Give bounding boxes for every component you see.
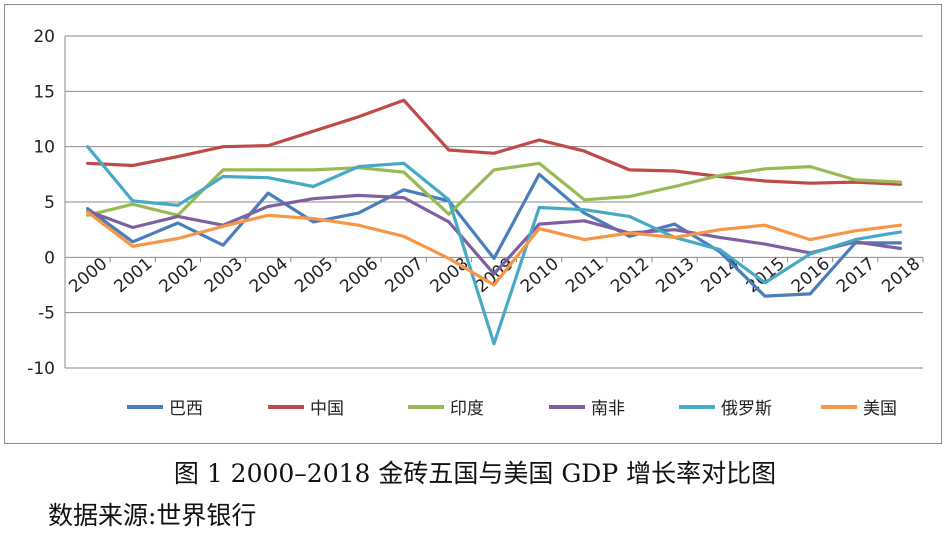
x-tick-label: 2011 [562,254,608,297]
y-tick-label: 5 [44,193,55,213]
x-tick-label: 2003 [201,254,247,297]
y-tick-label: -10 [27,359,55,379]
y-tick-label: 0 [44,248,55,268]
legend-label: 南非 [591,399,625,419]
chart-frame: -10 -5 0 5 10 15 20 2000 2001 2002 2003 2004 2005 20… [4,4,942,444]
x-axis-ticks: 2000 2001 2002 2003 2004 2005 2006 2007 2008 2009… [65,254,924,297]
y-axis-ticks: -10 -5 0 5 10 15 20 [27,27,55,379]
legend: 巴西 中国 印度 南非 俄罗斯 美国 [127,399,897,419]
legend-label: 印度 [450,399,484,419]
x-tick-label: 2015 [743,254,789,297]
x-tick-label: 2005 [291,254,337,297]
legend-label: 美国 [863,399,897,419]
gridlines [65,36,923,368]
data-source-note: 数据来源:世界银行 [48,496,256,532]
y-tick-label: 10 [33,138,55,158]
legend-label: 中国 [310,399,344,419]
x-tick-label: 2000 [65,254,111,297]
legend-label: 俄罗斯 [721,399,772,419]
y-tick-label: -5 [38,304,55,324]
x-tick-label: 2006 [336,254,382,297]
x-tick-label: 2007 [381,254,427,297]
x-tick-label: 2018 [878,254,924,297]
figure-caption: 图 1 2000–2018 金砖五国与美国 GDP 增长率对比图 [0,454,950,490]
x-tick-label: 2001 [111,254,157,297]
x-tick-label: 2013 [652,254,698,297]
x-tick-label: 2012 [607,254,653,297]
y-tick-label: 20 [33,27,55,47]
series-line-3 [88,163,901,215]
y-tick-label: 15 [33,82,55,102]
series-lines [88,100,901,344]
legend-label: 巴西 [169,399,203,419]
x-tick-label: 2010 [517,254,563,297]
x-tick-label: 2002 [156,254,202,297]
x-tick-label: 2004 [246,254,292,297]
